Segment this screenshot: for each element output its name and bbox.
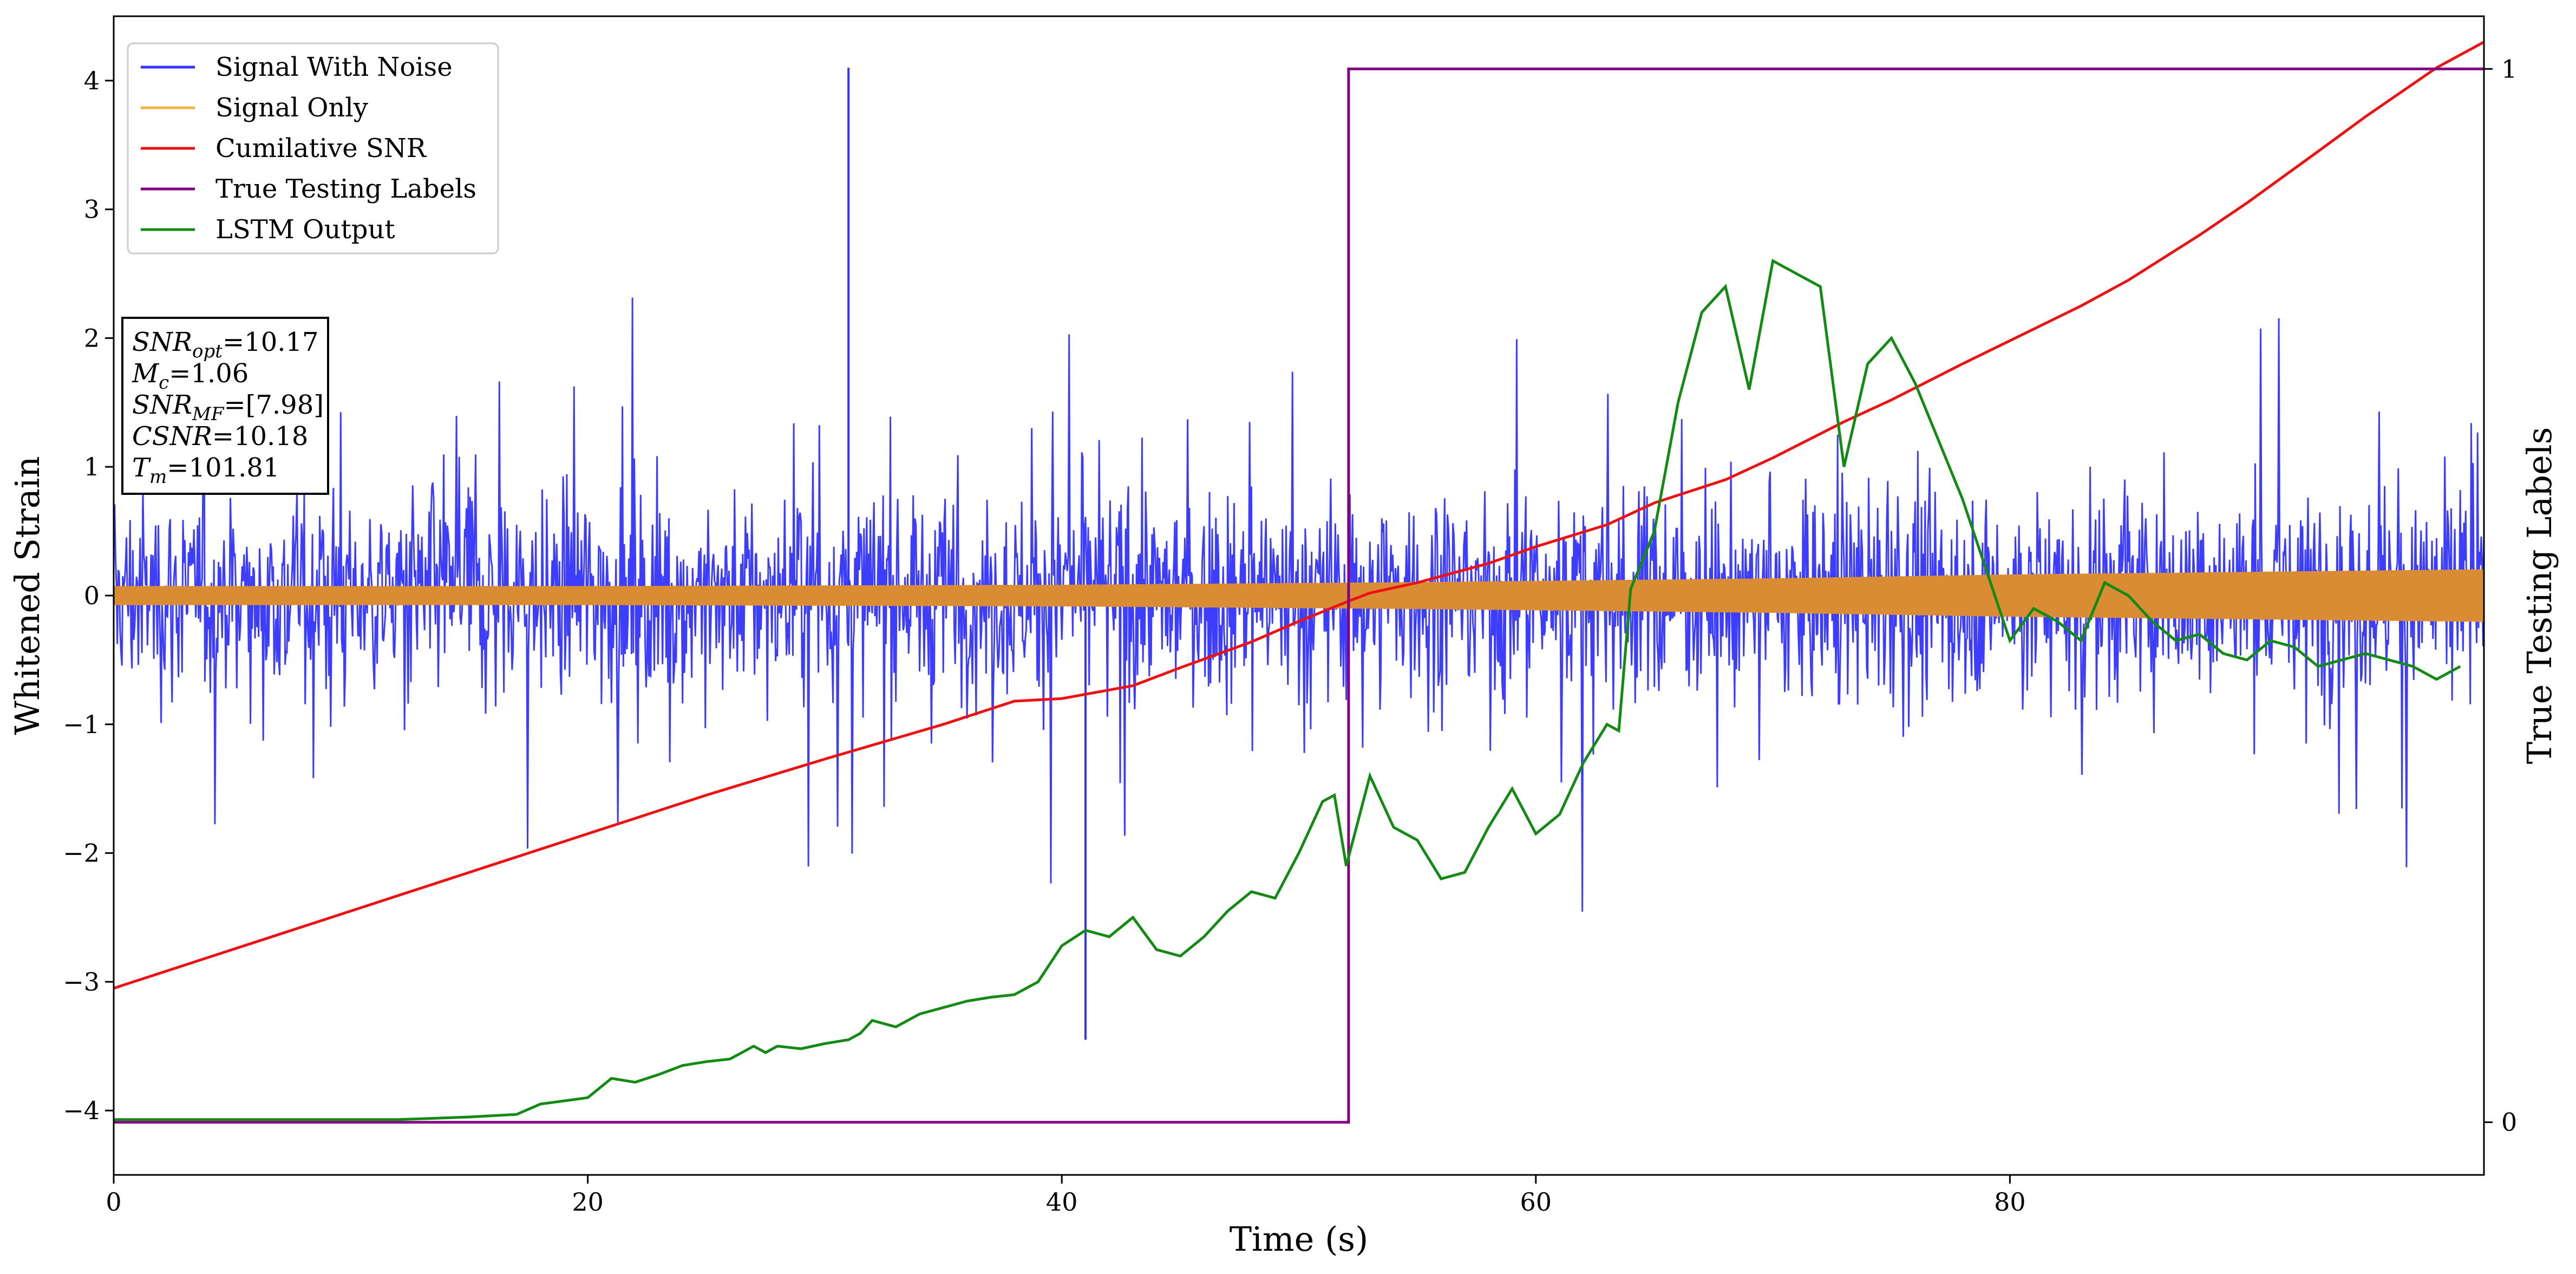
x-tick-label: 80 bbox=[1994, 1187, 2026, 1217]
x-tick-label: 0 bbox=[106, 1187, 121, 1217]
series-lstm-output bbox=[114, 258, 2461, 1121]
y-tick-label: 4 bbox=[84, 66, 100, 95]
x-tick-label: 20 bbox=[572, 1187, 604, 1217]
x-tick-label: 60 bbox=[1520, 1187, 1552, 1217]
y-tick-label: 0 bbox=[84, 581, 100, 610]
legend-label: Cumilative SNR bbox=[215, 133, 427, 164]
y-tick-label: 1 bbox=[84, 452, 100, 481]
legend: Signal With Noise Signal Only Cumilative S… bbox=[127, 42, 499, 254]
info-lines: SNRopt=10.17Mc=1.06SNRMF=[7.98]CSNR=10.1… bbox=[132, 327, 324, 488]
info-box: SNRopt=10.17Mc=1.06SNRMF=[7.98]CSNR=10.1… bbox=[121, 317, 329, 495]
info-line: CSNR=10.18 bbox=[132, 421, 308, 452]
y-tick-label: −3 bbox=[63, 967, 100, 996]
y-axis-title: Whitened Strain bbox=[8, 456, 47, 735]
info-line: Tm=101.81 bbox=[132, 453, 279, 488]
y2-tick-label: 1 bbox=[2501, 54, 2517, 83]
y2-tick-label: 0 bbox=[2501, 1108, 2517, 1137]
legend-label: Signal With Noise bbox=[215, 52, 453, 82]
y-tick-label: 2 bbox=[84, 323, 100, 352]
info-box-frame bbox=[121, 317, 329, 495]
series-layer bbox=[114, 41, 2484, 1124]
info-line: SNRMF=[7.98] bbox=[132, 390, 324, 425]
series-cumilative-snr bbox=[114, 41, 2484, 990]
info-line: Mc=1.06 bbox=[132, 358, 249, 394]
x-tick-label: 40 bbox=[1046, 1187, 1078, 1217]
series-signal-only bbox=[114, 569, 2484, 622]
y-tick-label: −1 bbox=[63, 710, 100, 739]
y-tick-label: 3 bbox=[84, 195, 100, 224]
x-axis-title: Time (s) bbox=[1230, 1219, 1369, 1259]
info-line: SNRopt=10.17 bbox=[132, 327, 319, 362]
legend-label: Signal Only bbox=[215, 93, 368, 123]
series-true-testing-labels bbox=[114, 67, 2484, 1124]
legend-box bbox=[127, 42, 499, 254]
y2-axis-title: True Testing Labels bbox=[2520, 427, 2559, 765]
legend-label: True Testing Labels bbox=[215, 174, 476, 204]
y-tick-label: −4 bbox=[63, 1096, 100, 1125]
y-tick-label: −2 bbox=[63, 839, 100, 868]
legend-label: LSTM Output bbox=[215, 214, 395, 245]
legend-entries: Signal With Noise Signal Only Cumilative S… bbox=[141, 52, 476, 245]
